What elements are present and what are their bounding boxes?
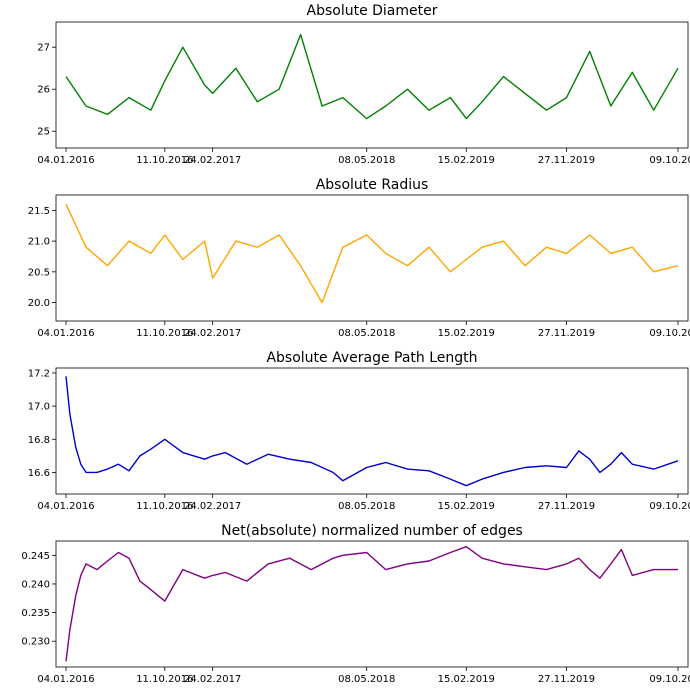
- plot-frame: [55, 21, 689, 149]
- y-tick-label: 21.5: [28, 206, 50, 217]
- y-tick-label: 16.8: [28, 435, 50, 446]
- chart-panel-2: Absolute Radius 04.01.2016 11.10.201624.02…: [28, 177, 690, 339]
- plot-frame: [55, 367, 689, 495]
- x-tick-label: 04.01.2016: [37, 501, 94, 512]
- y-tick-label: 0.230: [21, 637, 50, 648]
- x-tick-label: 24.02.2017: [184, 674, 241, 685]
- x-tick-label: 08.05.2018: [338, 328, 395, 339]
- chart-panel-4: Net(absolute) normalized number of edges…: [21, 523, 690, 685]
- chart-title: Absolute Average Path Length: [266, 350, 477, 366]
- x-tick-label: 15.02.2019: [438, 155, 495, 166]
- x-tick-label: 24.02.2017: [184, 328, 241, 339]
- x-tick-label: 09.10.2020: [649, 155, 690, 166]
- x-tick-label: 24.02.2017: [184, 501, 241, 512]
- x-tick-label: 08.05.2018: [338, 155, 395, 166]
- chart-title: Absolute Radius: [316, 177, 429, 193]
- y-tick-label: 20.0: [28, 298, 50, 309]
- series-line-1: [65, 546, 678, 662]
- x-tick-label: 09.10.2020: [649, 674, 690, 685]
- x-tick-label: 08.05.2018: [338, 501, 395, 512]
- x-tick-label: 24.02.2017: [184, 155, 241, 166]
- y-tick-label: 17.0: [28, 402, 50, 413]
- y-tick-label: 26: [37, 85, 50, 96]
- x-tick-label: 15.02.2019: [438, 328, 495, 339]
- y-tick-label: 21.0: [28, 237, 50, 248]
- chart-title: Net(absolute) normalized number of edges: [221, 523, 523, 539]
- x-tick-label: 08.05.2018: [338, 674, 395, 685]
- series-line-1: [65, 33, 679, 120]
- x-tick-label: 27.11.2019: [538, 328, 595, 339]
- series-line-1: [65, 376, 679, 487]
- x-tick-label: 15.02.2019: [438, 674, 495, 685]
- x-tick-label: 11.10.2016: [136, 501, 193, 512]
- y-tick-label: 0.245: [21, 551, 50, 562]
- chart-panel-1: Absolute Diameter 04.01.2016 11.10.201624.…: [37, 3, 690, 166]
- x-tick-label: 09.10.2020: [649, 328, 690, 339]
- y-tick-label: 0.240: [21, 579, 50, 590]
- plot-frame: [55, 194, 689, 322]
- x-tick-label: 27.11.2019: [538, 155, 595, 166]
- x-tick-label: 11.10.2016: [136, 674, 193, 685]
- y-tick-label: 27: [37, 43, 50, 54]
- x-tick-label: 09.10.2020: [649, 501, 690, 512]
- chart-panel-3: Absolute Average Path Length 04.01.2016 11…: [28, 350, 690, 512]
- y-tick-label: 16.6: [28, 468, 50, 479]
- plot-frame: [55, 540, 689, 668]
- x-tick-label: 11.10.2016: [136, 328, 193, 339]
- x-tick-label: 04.01.2016: [37, 328, 94, 339]
- x-tick-label: 04.01.2016: [37, 674, 94, 685]
- x-tick-label: 27.11.2019: [538, 674, 595, 685]
- chart-title: Absolute Diameter: [307, 3, 438, 19]
- y-tick-label: 0.235: [21, 608, 50, 619]
- y-tick-label: 17.2: [28, 368, 50, 379]
- x-tick-label: 11.10.2016: [136, 155, 193, 166]
- x-tick-label: 15.02.2019: [438, 501, 495, 512]
- y-tick-label: 25: [37, 127, 50, 138]
- series-line-1: [65, 203, 679, 304]
- y-tick-label: 20.5: [28, 267, 50, 278]
- x-tick-label: 27.11.2019: [538, 501, 595, 512]
- x-tick-label: 04.01.2016: [37, 155, 94, 166]
